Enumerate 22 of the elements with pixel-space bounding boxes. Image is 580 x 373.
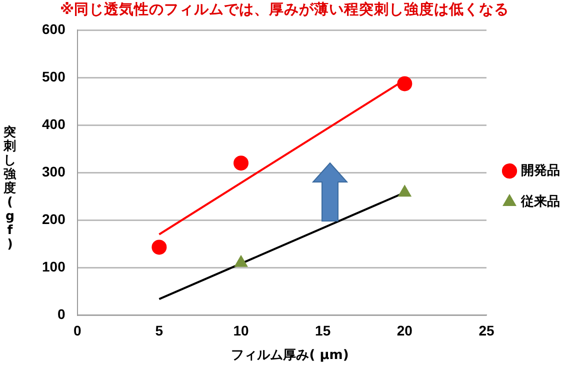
x-tick-label: 15: [315, 322, 331, 338]
x-tick-label: 5: [155, 322, 164, 338]
y-tick-label: 500: [42, 68, 66, 84]
legend-label: 従来品: [520, 194, 560, 209]
x-axis-title: フィルム厚み( μm): [230, 347, 350, 364]
y-tick-label: 0: [58, 306, 66, 322]
legend-label: 開発品: [521, 162, 560, 178]
y-tick-label: 400: [42, 116, 66, 132]
point: [234, 156, 249, 171]
point: [234, 255, 248, 267]
text: 突刺し強度(gf): [4, 124, 16, 251]
chart-title: ※同じ透気性のフィルムでは、厚みが薄い程突刺し強度は低くなる: [60, 0, 510, 19]
x-tick-label: 20: [396, 322, 413, 338]
y-tick-label: 200: [42, 210, 66, 227]
x-tick-label: 10: [233, 322, 250, 338]
y-tick-label: 100: [42, 258, 66, 275]
point: [397, 76, 412, 92]
y-tick-label: 600: [42, 20, 66, 37]
y-tick-label: 300: [42, 163, 66, 180]
point: [398, 185, 412, 197]
x-tick-label: 0: [73, 322, 82, 338]
x-tick-label: 25: [478, 322, 494, 338]
